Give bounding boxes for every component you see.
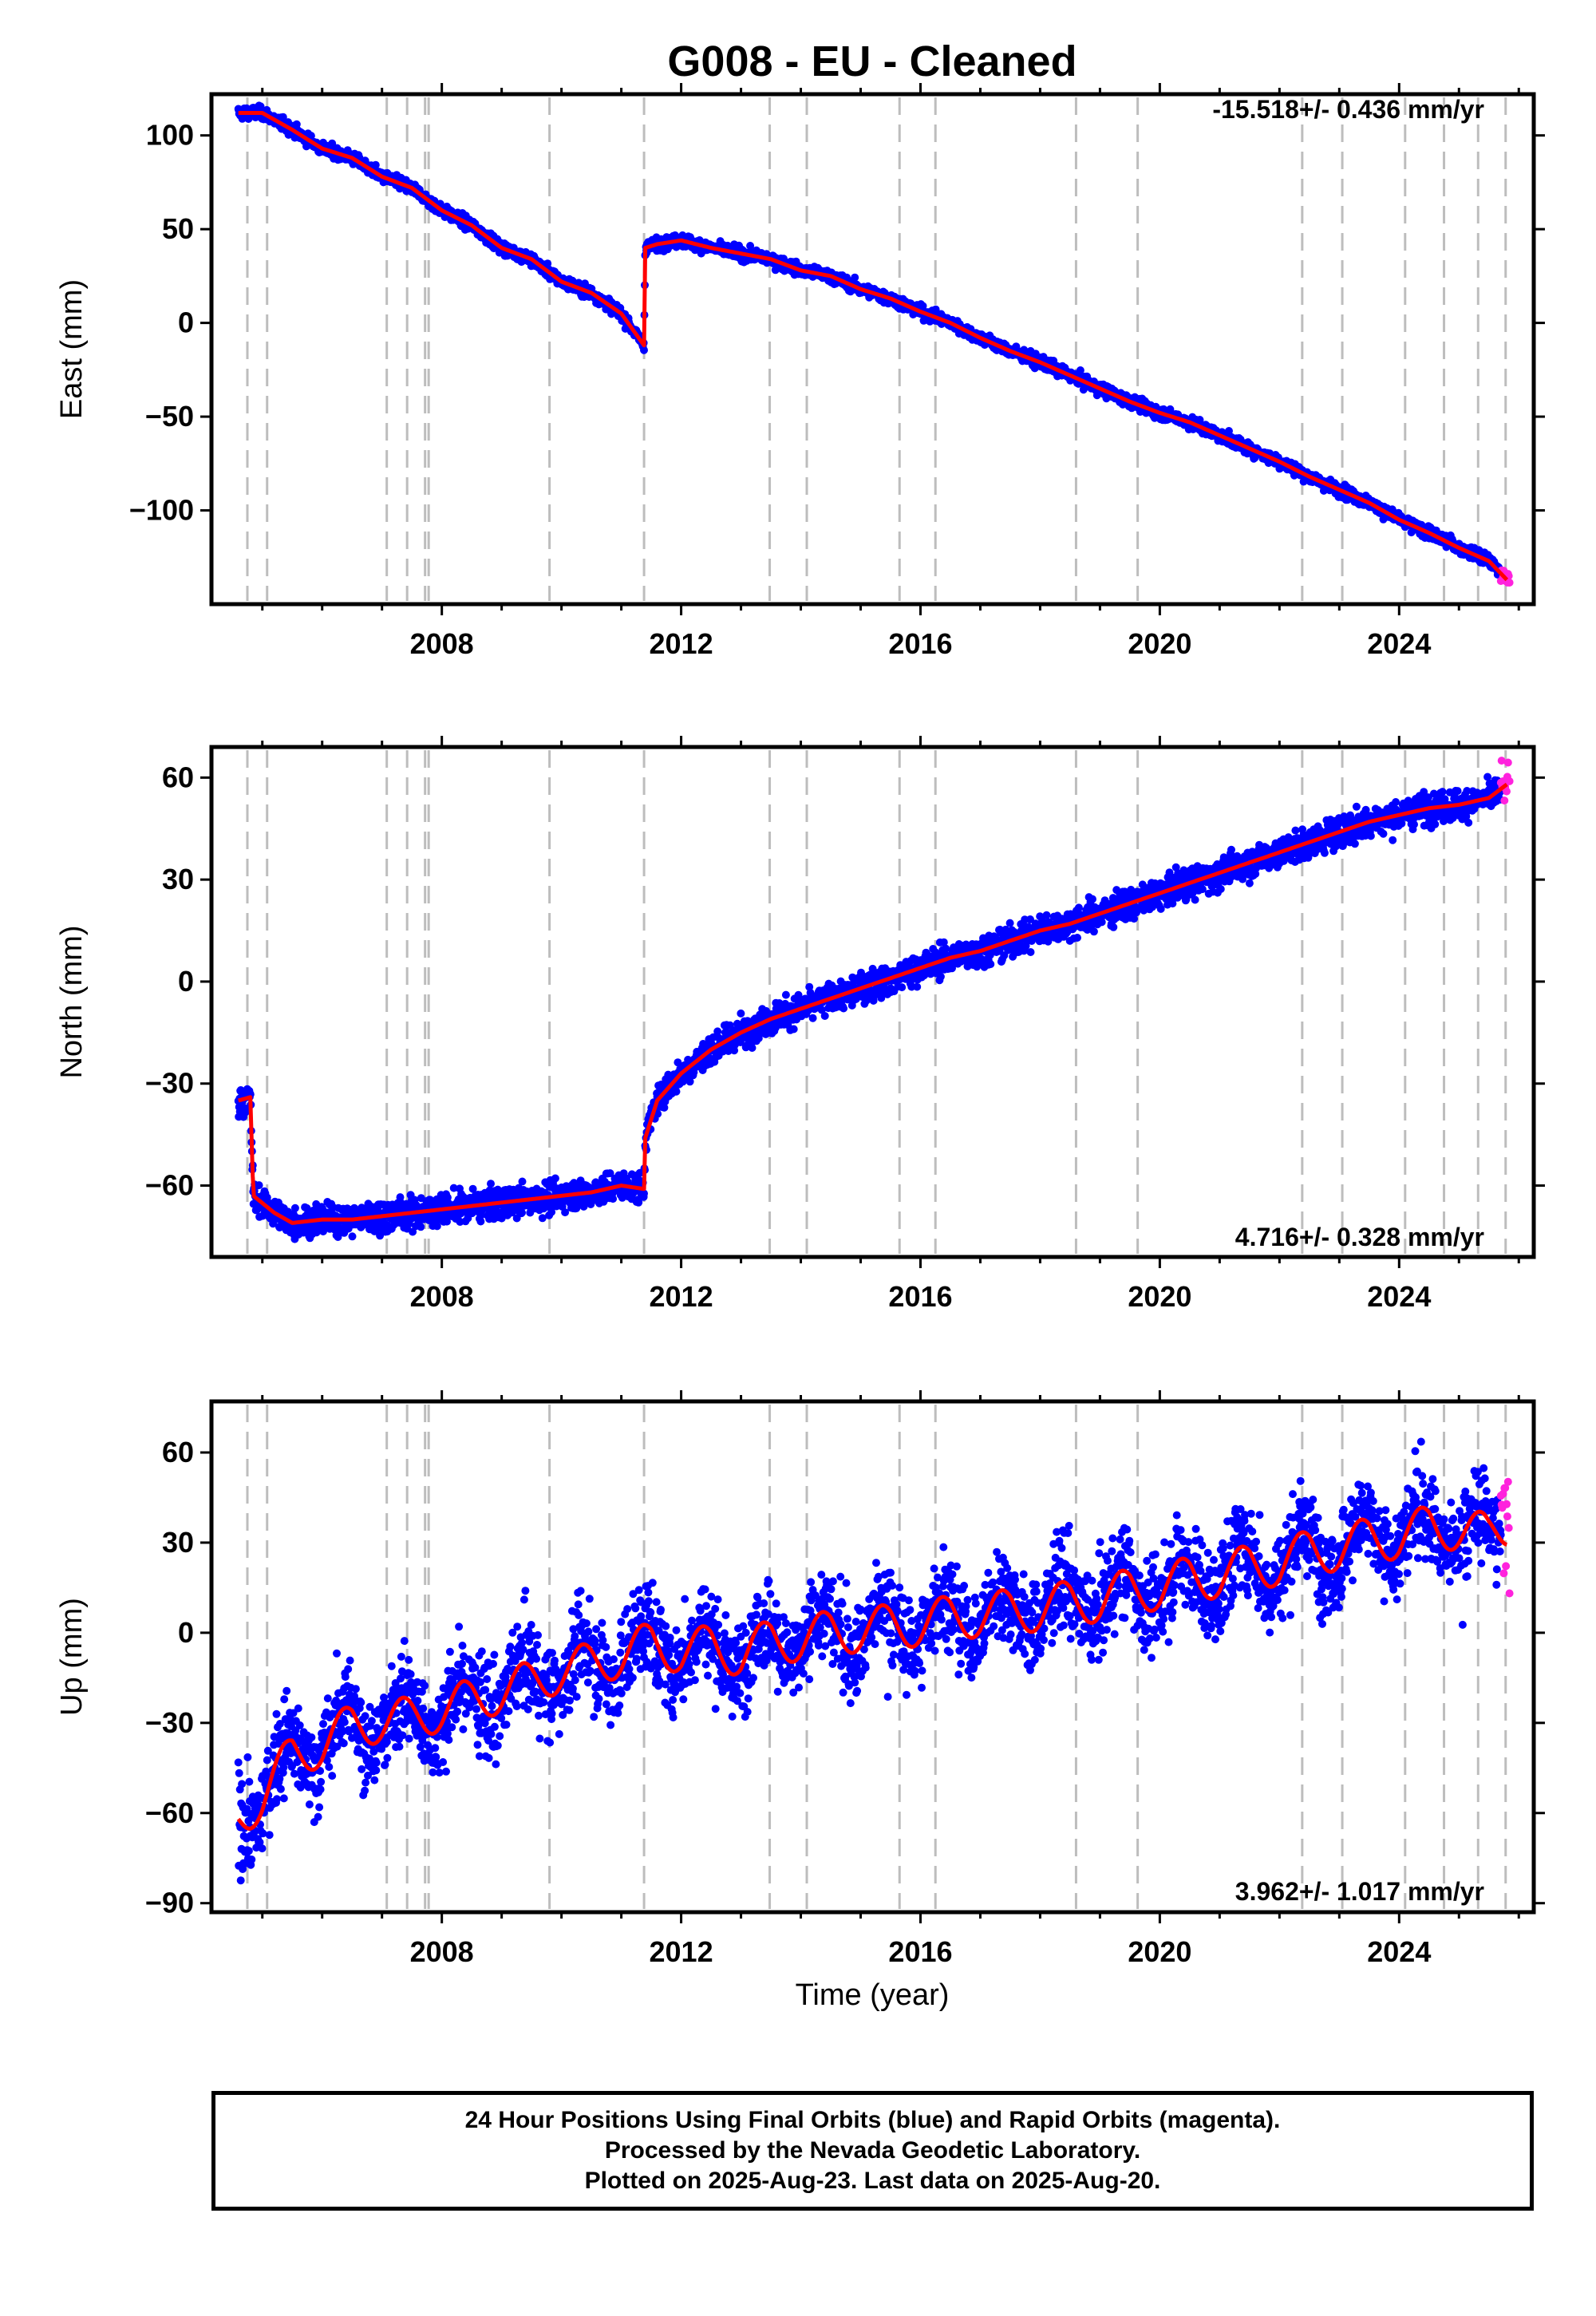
east-y-axis-label: East (mm) [55, 279, 89, 419]
north-final-orbit-points [234, 773, 1505, 1243]
up-y-axis-label: Up (mm) [55, 1598, 89, 1716]
y-tick-label: −100 [129, 494, 194, 527]
y-tick-label: −60 [145, 1796, 194, 1829]
y-tick-label: 30 [162, 863, 194, 895]
footer-line-2: Processed by the Nevada Geodetic Laborat… [604, 2137, 1141, 2164]
north-points [234, 757, 1514, 1243]
x-tick-label: 2012 [650, 1935, 713, 1968]
up-points [234, 1437, 1514, 1885]
north-y-axis-label: North (mm) [55, 925, 89, 1078]
north-model-line [237, 782, 1508, 1225]
y-tick-label: 50 [162, 212, 194, 245]
x-tick-label: 2016 [888, 627, 952, 660]
footer-box: 24 Hour Positions Using Final Orbits (bl… [211, 2091, 1534, 2211]
chart-title: G008 - EU - Cleaned [667, 38, 1077, 85]
y-tick-label: 30 [162, 1526, 194, 1559]
y-tick-label: 100 [146, 119, 194, 152]
footer-line-1: 24 Hour Positions Using Final Orbits (bl… [464, 2107, 1281, 2133]
up-rate-label: 3.962+/- 1.017 mm/yr [1235, 1877, 1484, 1906]
x-tick-label: 2008 [410, 627, 474, 660]
x-tick-label: 2024 [1367, 1935, 1431, 1968]
east-rate-label: -15.518+/- 0.436 mm/yr [1212, 95, 1484, 124]
up-model-line [236, 1505, 1508, 1831]
x-tick-label: 2020 [1128, 627, 1191, 660]
x-tick-label: 2024 [1367, 1280, 1431, 1313]
y-tick-label: −30 [145, 1706, 194, 1739]
x-tick-label: 2016 [888, 1935, 952, 1968]
x-tick-label: 2008 [410, 1280, 474, 1313]
x-axis-label: Time (year) [796, 1978, 950, 2012]
up-final-orbit-points [234, 1437, 1505, 1885]
x-tick-label: 2012 [650, 1280, 713, 1313]
model-layer [236, 111, 1509, 1831]
axes-layer: 100 50 0 −50 −100 2008 2012 2016 2020 2024 East (m… [55, 83, 1545, 1968]
y-tick-label: −30 [145, 1067, 194, 1100]
x-tick-label: 2024 [1367, 627, 1431, 660]
footer-line-3: Plotted on 2025-Aug-23. Last data on 202… [584, 2168, 1161, 2194]
y-tick-label: 0 [178, 1616, 194, 1649]
north-plot-frame [209, 745, 1536, 1259]
north-rate-label: 4.716+/- 0.328 mm/yr [1235, 1223, 1484, 1251]
y-tick-label: 0 [178, 965, 194, 998]
y-tick-label: 60 [162, 761, 194, 793]
east-plot-frame [209, 92, 1536, 607]
north-rapid-orbit-points [1496, 757, 1514, 805]
y-tick-label: −60 [145, 1169, 194, 1202]
x-tick-label: 2020 [1128, 1935, 1191, 1968]
y-tick-label: 60 [162, 1436, 194, 1468]
east-model-line [237, 111, 1509, 582]
y-tick-label: 0 [178, 306, 194, 339]
y-tick-label: −50 [145, 400, 194, 433]
y-tick-label: −90 [145, 1887, 194, 1919]
x-tick-label: 2008 [410, 1935, 474, 1968]
x-tick-label: 2020 [1128, 1280, 1191, 1313]
up-plot-frame [209, 1399, 1536, 1915]
up-rapid-orbit-points [1496, 1477, 1514, 1598]
event-lines-layer [246, 97, 1507, 1909]
x-tick-label: 2012 [650, 627, 713, 660]
x-tick-label: 2016 [888, 1280, 952, 1313]
